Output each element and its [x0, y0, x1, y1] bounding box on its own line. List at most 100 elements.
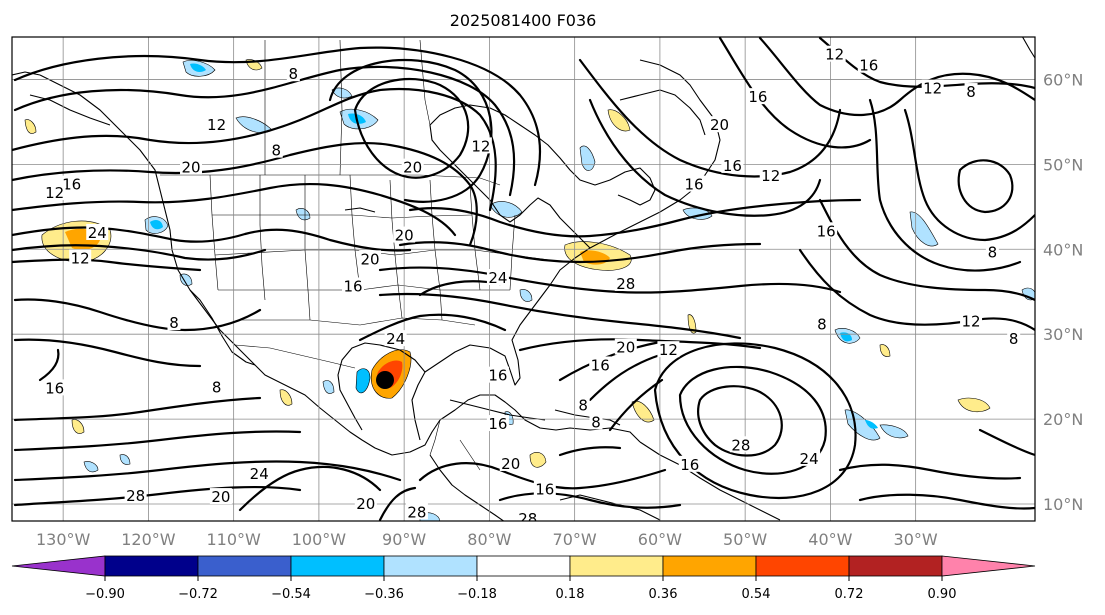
contour-label: 16 — [817, 222, 836, 240]
contour-label-gap — [405, 503, 428, 520]
contour-label-gap — [516, 510, 539, 521]
colorbar-segment — [11, 555, 106, 577]
contour-label: 16 — [859, 57, 878, 75]
colorbar-tick-label: −0.72 — [178, 587, 218, 602]
contour-label-gap — [576, 396, 590, 413]
colorbar-tick-labels: −0.90 −0.72 −0.54 −0.36 −0.18 0.18 0.36 0.54 0.7… — [85, 576, 956, 602]
contour-label-gap — [614, 274, 637, 291]
contour-label: 20 — [181, 159, 200, 177]
contour-label-gap — [69, 249, 92, 266]
longitude-label: 100°W — [292, 530, 347, 549]
longitude-label: 50°W — [723, 530, 767, 549]
contour-label: 24 — [800, 450, 819, 468]
contour-label-gap — [486, 415, 509, 432]
map-background — [12, 37, 1035, 521]
latitude-label: 60°N — [1043, 70, 1083, 89]
map-frame — [11, 36, 1036, 522]
colorbar-segment — [941, 555, 1036, 577]
contour-label-gap — [589, 413, 603, 430]
contour-label: 12 — [962, 312, 981, 330]
contour-label: 8 — [966, 83, 976, 101]
contour-label-gap — [721, 156, 744, 173]
colorbar-tick-label: −0.90 — [85, 587, 125, 602]
colorbar-segment — [662, 555, 757, 577]
colorbar-tick-label: 0.54 — [742, 587, 771, 602]
contour-label-gap — [499, 454, 522, 471]
contour-label: 20 — [395, 227, 414, 245]
contour-label-gap — [209, 488, 232, 505]
colorbar-tick-label: −0.18 — [457, 587, 497, 602]
contour-label: 28 — [518, 510, 537, 528]
contour-label-gap — [960, 312, 983, 329]
contour-label-gap — [486, 366, 509, 383]
contour-label-gap — [167, 314, 181, 331]
contour-label: 12 — [45, 184, 64, 202]
contour-label: 8 — [289, 65, 299, 83]
contour-label-gap — [678, 455, 701, 472]
longitude-label: 70°W — [553, 530, 597, 549]
contour-label: 8 — [578, 396, 588, 414]
contour-label: 24 — [386, 330, 405, 348]
colorbar-tick-label: −0.36 — [364, 587, 404, 602]
contour-label-gap — [985, 243, 999, 260]
colorbar-tick-label: 0.90 — [928, 587, 957, 602]
contour-label: 12 — [71, 249, 90, 267]
contour-label-gap — [205, 116, 228, 133]
contour-label: 16 — [680, 456, 699, 474]
contour-label-gap — [815, 315, 829, 332]
contour-label-gap — [86, 223, 109, 240]
contour-label-gap — [124, 487, 147, 504]
contour-label: 20 — [361, 250, 380, 268]
longitude-label: 120°W — [121, 530, 176, 549]
contour-label-gap — [180, 158, 203, 175]
contour-label: 28 — [407, 503, 426, 521]
contour-label: 12 — [659, 341, 678, 359]
contour-label: 8 — [591, 413, 601, 431]
colorbar-tick-label: 0.72 — [835, 587, 864, 602]
longitude-label: 110°W — [206, 530, 261, 549]
contour-label: 16 — [45, 379, 64, 397]
contour-label: 8 — [212, 379, 222, 397]
contour-label-gap — [269, 141, 283, 158]
longitude-label: 90°W — [382, 530, 426, 549]
contour-label: 16 — [684, 176, 703, 194]
contour-label-gap — [469, 137, 492, 154]
contour-label-gap — [210, 378, 224, 395]
contour-label-gap — [964, 83, 978, 100]
contour-label: 28 — [616, 275, 635, 293]
contour-label: 12 — [761, 167, 780, 185]
latitude-label: 10°N — [1043, 495, 1083, 514]
contour-label: 28 — [731, 436, 750, 454]
contour-label: 8 — [817, 316, 827, 334]
contour-label: 20 — [356, 495, 375, 513]
contour-label-gap — [614, 338, 637, 355]
contour-lines — [12, 37, 1035, 521]
contour-label-gap — [401, 158, 424, 175]
colorbar-segment — [290, 555, 385, 577]
latitude-label: 50°N — [1043, 155, 1083, 174]
contour-label-gap — [248, 465, 271, 482]
contour-label-gap — [43, 379, 66, 396]
colorbar-tick-label: −0.54 — [271, 587, 311, 602]
contour-label: 20 — [616, 339, 635, 357]
contour-label-gap — [354, 494, 377, 511]
latitude-label: 30°N — [1043, 325, 1083, 344]
contour-label-gap — [342, 277, 364, 294]
contour-label-gap — [60, 175, 83, 192]
contour-label: 16 — [488, 367, 507, 385]
colorbar-segment — [476, 555, 571, 577]
contour-label-gap — [759, 167, 782, 184]
contour-label: 8 — [169, 314, 179, 332]
latitude-label: 20°N — [1043, 410, 1083, 429]
coastlines — [12, 37, 1035, 521]
longitude-label: 60°W — [638, 530, 682, 549]
contour-label-gap — [729, 436, 752, 453]
contour-label-gap — [657, 341, 680, 358]
colorbar-tick-label: 0.36 — [649, 587, 678, 602]
contour-label: 12 — [825, 46, 844, 64]
contour-label-gap — [286, 65, 300, 82]
colorbar-segment — [755, 555, 850, 577]
contour-label: 16 — [535, 480, 554, 498]
contour-label: 8 — [988, 244, 998, 262]
